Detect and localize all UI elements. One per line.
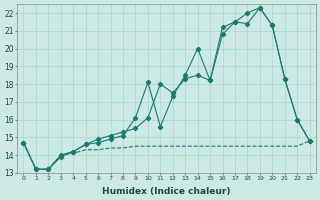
X-axis label: Humidex (Indice chaleur): Humidex (Indice chaleur) xyxy=(102,187,231,196)
